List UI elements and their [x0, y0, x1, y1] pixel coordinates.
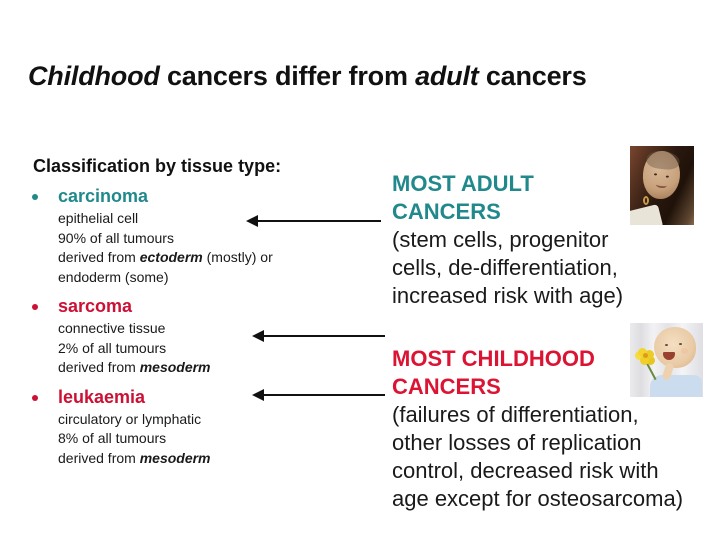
flower-petals: [638, 348, 647, 357]
cancer-type-detail: other losses of replication: [392, 430, 642, 455]
right-column: MOST ADULT CANCERS (stem cells, progenitor…: [392, 170, 717, 540]
eye-icon: [679, 343, 682, 345]
cancer-type-heading: MOST CHILDHOOD: [392, 346, 595, 371]
cancer-type-block: MOST CHILDHOOD CANCERS (failures of differ…: [392, 345, 717, 513]
eye-icon: [665, 175, 669, 178]
cancer-type-block: MOST ADULT CANCERS (stem cells, progenitor…: [392, 170, 717, 310]
title-segment: cancers differ from: [159, 61, 416, 91]
bullet-icon: [32, 304, 38, 310]
tissue-term-sarcoma: sarcoma: [58, 296, 133, 316]
eye-icon: [665, 344, 668, 346]
bullet-icon: [32, 394, 38, 401]
tissue-term-leukaemia: leukaemia: [58, 386, 146, 407]
daffodil-flower-icon: [633, 345, 659, 381]
arrow-childhood-to-sarcoma-icon: [252, 330, 385, 342]
cancer-type-detail: age except for osteosarcoma): [392, 486, 684, 511]
tissue-detail-line: connective tissue: [58, 320, 166, 336]
flower-stem: [643, 357, 657, 381]
arrow-childhood-to-leukaemia-icon: [252, 389, 385, 401]
tissue-term-carcinoma: carcinoma: [58, 186, 149, 206]
tissue-detail-line: epithelial cell: [58, 210, 139, 226]
tissue-detail-line: 2% of all tumours: [58, 339, 167, 356]
page-title: Childhood cancers differ from adult canc…: [28, 61, 587, 92]
cancer-type-heading: MOST ADULT: [392, 171, 534, 196]
tissue-detail-line: circulatory or lymphatic: [58, 410, 202, 427]
smile-icon: [655, 181, 668, 189]
adult-patient-photo: [630, 146, 694, 225]
tissue-detail-line: endoderm (some): [58, 268, 169, 285]
tissue-type-item: leukaemia circulatory or lymphatic 8% of a…: [32, 386, 367, 469]
gold-earring-icon: [643, 196, 649, 205]
tissue-detail-line: derived from mesoderm: [58, 449, 211, 466]
woman-bald-head: [640, 149, 683, 201]
tissue-detail-line: 90% of all tumours: [58, 229, 174, 246]
tissue-detail-line: 8% of all tumours: [58, 430, 167, 446]
eye-icon: [653, 173, 658, 176]
cancer-type-detail: (failures of differentiation,: [392, 402, 639, 427]
title-segment: Childhood: [28, 61, 160, 91]
cancer-type-detail: cells, de-differentiation,: [392, 255, 618, 280]
flower-center: [643, 353, 648, 358]
classification-list: carcinoma epithelial cell 90% of all tumou…: [32, 185, 367, 476]
open-smile-icon: [663, 352, 675, 360]
baby-head: [654, 327, 696, 368]
title-segment: cancers: [478, 61, 587, 91]
tissue-type-content: leukaemia circulatory or lymphatic 8% of a…: [58, 386, 211, 469]
cancer-type-detail: control, decreased risk with: [392, 458, 659, 483]
tissue-type-content: sarcoma connective tissue 2% of all tumour…: [58, 295, 211, 378]
cancer-type-heading: CANCERS: [392, 199, 501, 224]
baby-blue-shirt: [650, 375, 702, 397]
tissue-detail-line: derived from ectoderm (mostly) or: [58, 249, 273, 265]
classification-heading: Classification by tissue type:: [33, 156, 282, 176]
cancer-type-detail: increased risk with age): [392, 283, 624, 308]
child-patient-photo: [630, 323, 703, 397]
hair-stubble: [645, 149, 681, 171]
tissue-type-content: carcinoma epithelial cell 90% of all tumou…: [58, 185, 273, 287]
tissue-type-item: sarcoma connective tissue 2% of all tumour…: [32, 295, 367, 378]
cancer-type-detail: (stem cells, progenitor: [392, 227, 609, 252]
rosy-cheek: [681, 348, 688, 354]
tissue-type-item: carcinoma epithelial cell 90% of all tumou…: [32, 185, 367, 287]
cancer-type-heading: CANCERS: [392, 374, 501, 399]
tissue-detail-line: derived from mesoderm: [58, 359, 211, 375]
bullet-icon: [32, 194, 38, 200]
arrow-adult-to-carcinoma-icon: [246, 215, 381, 227]
white-jacket: [630, 204, 664, 225]
title-segment: adult: [415, 61, 479, 91]
